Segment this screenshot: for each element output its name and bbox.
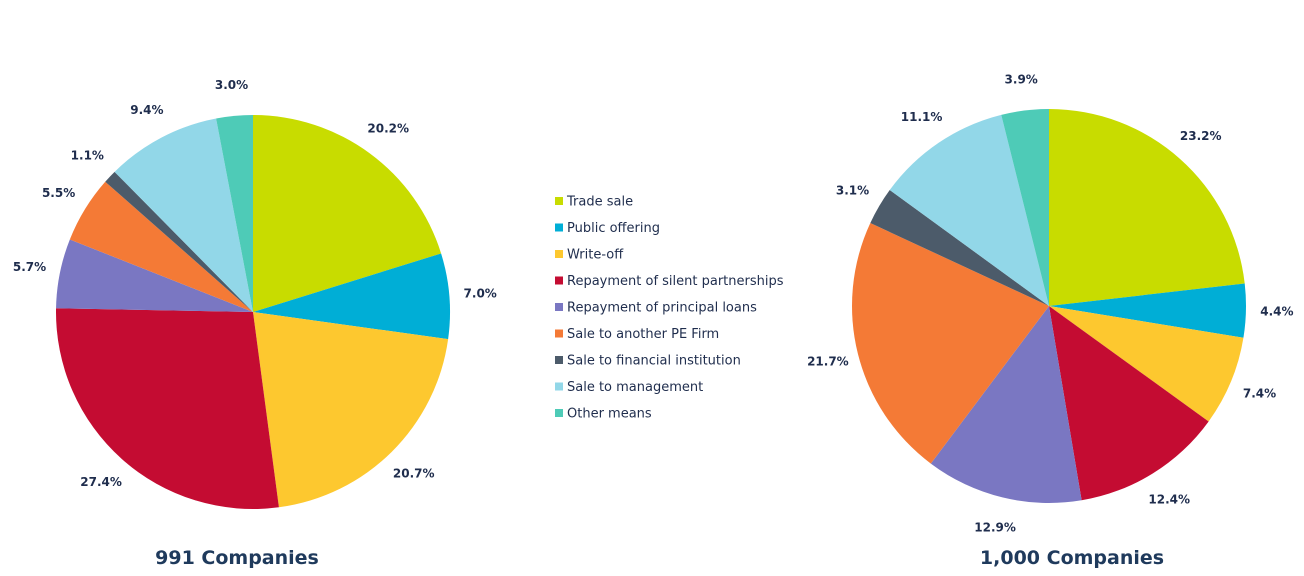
legend-label-repayment-of-principal-loans: Repayment of principal loans — [567, 301, 757, 316]
slice-label-repayment-of-principal-loans: 5.7% — [13, 260, 46, 274]
pie-slice-write-off — [253, 312, 449, 508]
legend-label-repayment-of-silent-partnerships: Repayment of silent partnerships — [567, 274, 784, 289]
legend-swatch-sale-to-another-pe-firm — [555, 329, 563, 338]
pie-slice-public-offering — [1049, 283, 1246, 338]
legend-label-trade-sale: Trade sale — [566, 195, 633, 210]
pie-slice-sale-to-another-pe-firm — [69, 181, 253, 312]
slice-label-trade-sale: 23.2% — [1180, 129, 1222, 143]
legend-label-sale-to-management: Sale to management — [567, 380, 703, 395]
legend-swatch-trade-sale — [555, 197, 563, 205]
legend-swatch-repayment-of-silent-partnerships — [555, 276, 563, 285]
legend-swatch-other-means — [555, 409, 563, 417]
legend-label-other-means: Other means — [567, 407, 652, 422]
pie-slice-other-means — [216, 115, 253, 312]
pie-slice-other-means — [1001, 109, 1049, 306]
pie-slice-trade-sale — [1049, 108, 1245, 306]
slice-label-public-offering: 7.0% — [464, 286, 497, 300]
slice-label-repayment-of-principal-loans: 12.9% — [974, 521, 1016, 535]
slice-label-other-means: 3.9% — [1005, 73, 1038, 87]
slice-label-public-offering: 4.4% — [1260, 304, 1293, 318]
slice-label-sale-to-financial-institution: 1.1% — [71, 148, 104, 162]
pie-slice-sale-to-management — [114, 118, 253, 313]
slice-label-sale-to-management: 9.4% — [130, 103, 163, 117]
slice-label-sale-to-another-pe-firm: 21.7% — [807, 355, 849, 369]
pie-slice-repayment-of-principal-loans — [56, 239, 253, 312]
pie-slice-sale-to-management — [889, 114, 1049, 307]
caption-right: 1,000 Companies — [980, 547, 1164, 569]
caption-left: 991 Companies — [155, 547, 319, 569]
slice-label-repayment-of-silent-partnerships: 12.4% — [1148, 493, 1190, 507]
legend-swatch-sale-to-financial-institution — [555, 356, 563, 364]
pie-slice-sale-to-financial-institution — [105, 171, 253, 312]
pie-chart-left: 20.2% 7.0% 20.7% 27.4% 5.7% 5.5% 1.1% 9.4% 3.0% — [13, 78, 497, 510]
legend-swatch-write-off — [555, 250, 563, 258]
legend-swatch-public-offering — [555, 223, 563, 232]
pie-slice-sale-to-financial-institution — [870, 190, 1049, 306]
pie-slice-public-offering — [253, 253, 450, 340]
legend-label-write-off: Write-off — [567, 248, 624, 263]
slice-label-sale-to-another-pe-firm: 5.5% — [42, 186, 75, 200]
slice-label-other-means: 3.0% — [215, 78, 248, 92]
slice-label-write-off: 20.7% — [393, 467, 435, 481]
pie-slice-write-off — [1049, 306, 1244, 422]
pie-slice-repayment-of-silent-partnerships — [1049, 306, 1209, 501]
legend-label-sale-to-financial-institution: Sale to financial institution — [567, 354, 741, 369]
slice-label-trade-sale: 20.2% — [367, 121, 409, 135]
slice-label-sale-to-financial-institution: 3.1% — [836, 183, 869, 197]
legend-label-public-offering: Public offering — [567, 221, 660, 236]
legend-swatch-sale-to-management — [555, 382, 563, 391]
pie-chart-right: 23.2% 4.4% 7.4% 12.4% 12.9% 21.7% 3.1% 11.1% 3.9… — [807, 73, 1293, 535]
pie-slice-sale-to-another-pe-firm — [852, 223, 1049, 464]
legend: Trade sale Public offering Write-off Repaym… — [555, 195, 784, 422]
pie-slice-trade-sale — [253, 115, 442, 312]
slice-label-repayment-of-silent-partnerships: 27.4% — [80, 475, 122, 489]
legend-label-sale-to-another-pe-firm: Sale to another PE Firm — [567, 327, 719, 342]
pie-slice-repayment-of-silent-partnerships — [55, 308, 279, 510]
pie-slice-repayment-of-principal-loans — [930, 306, 1082, 503]
legend-swatch-repayment-of-principal-loans — [555, 303, 563, 311]
slice-label-write-off: 7.4% — [1243, 387, 1276, 401]
slice-label-sale-to-management: 11.1% — [901, 110, 943, 124]
